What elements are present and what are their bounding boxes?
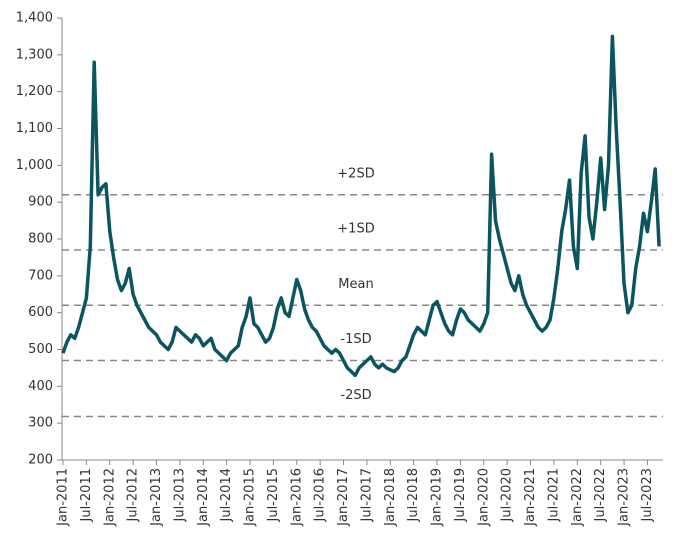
- x-tick-label: Jul-2013: [172, 468, 187, 522]
- y-tick-label: 1,100: [16, 121, 53, 136]
- x-tick-label: Jul-2020: [500, 468, 515, 522]
- data-line: [61, 34, 661, 378]
- x-tick-label: Jan-2012: [102, 468, 117, 527]
- y-tick-label: 700: [28, 268, 53, 283]
- x-tick-label: Jul-2021: [546, 468, 561, 522]
- x-tick-label: Jan-2019: [430, 468, 445, 527]
- x-tick-label: Jan-2015: [243, 468, 258, 527]
- reference-label: +2SD: [337, 166, 374, 181]
- x-tick-label: Jan-2013: [149, 468, 164, 527]
- y-tick-label: 1,000: [16, 158, 53, 173]
- x-tick-label: Jan-2011: [56, 468, 71, 527]
- y-tick-label: 900: [28, 195, 53, 210]
- x-tick-label: Jul-2014: [219, 468, 234, 522]
- y-tick-label: 500: [28, 342, 53, 357]
- x-tick-label: Jul-2011: [79, 468, 94, 522]
- y-tick-label: 1,300: [16, 47, 53, 62]
- x-tick-label: Jan-2021: [523, 468, 538, 527]
- y-tick-label: 600: [28, 305, 53, 320]
- y-tick-label: 300: [28, 416, 53, 431]
- x-tick-label: Jan-2023: [617, 468, 632, 527]
- x-tick-label: Jul-2015: [266, 468, 281, 522]
- x-tick-label: Jul-2019: [453, 468, 468, 522]
- x-tick-label: Jul-2016: [313, 468, 328, 522]
- y-tick-label: 1,400: [16, 11, 53, 26]
- y-tick-label: 200: [28, 453, 53, 468]
- x-tick-label: Jan-2018: [383, 468, 398, 527]
- reference-label: +1SD: [337, 222, 374, 237]
- y-tick-label: 1,200: [16, 84, 53, 99]
- x-tick-label: Jan-2017: [336, 468, 351, 527]
- x-tick-label: Jul-2012: [126, 468, 141, 522]
- x-tick-label: Jan-2014: [196, 468, 211, 527]
- reference-label: -2SD: [340, 388, 371, 403]
- x-tick-label: Jan-2020: [476, 468, 491, 527]
- x-tick-label: Jan-2016: [289, 468, 304, 527]
- y-tick-label: 400: [28, 379, 53, 394]
- reference-label: -1SD: [340, 332, 371, 347]
- x-tick-label: Jul-2023: [640, 468, 655, 522]
- x-tick-label: Jul-2022: [593, 468, 608, 522]
- y-tick-label: 800: [28, 232, 53, 247]
- x-tick-label: Jan-2022: [570, 468, 585, 527]
- x-tick-label: Jul-2018: [406, 468, 421, 522]
- x-tick-label: Jul-2017: [359, 468, 374, 522]
- reference-label: Mean: [338, 277, 373, 292]
